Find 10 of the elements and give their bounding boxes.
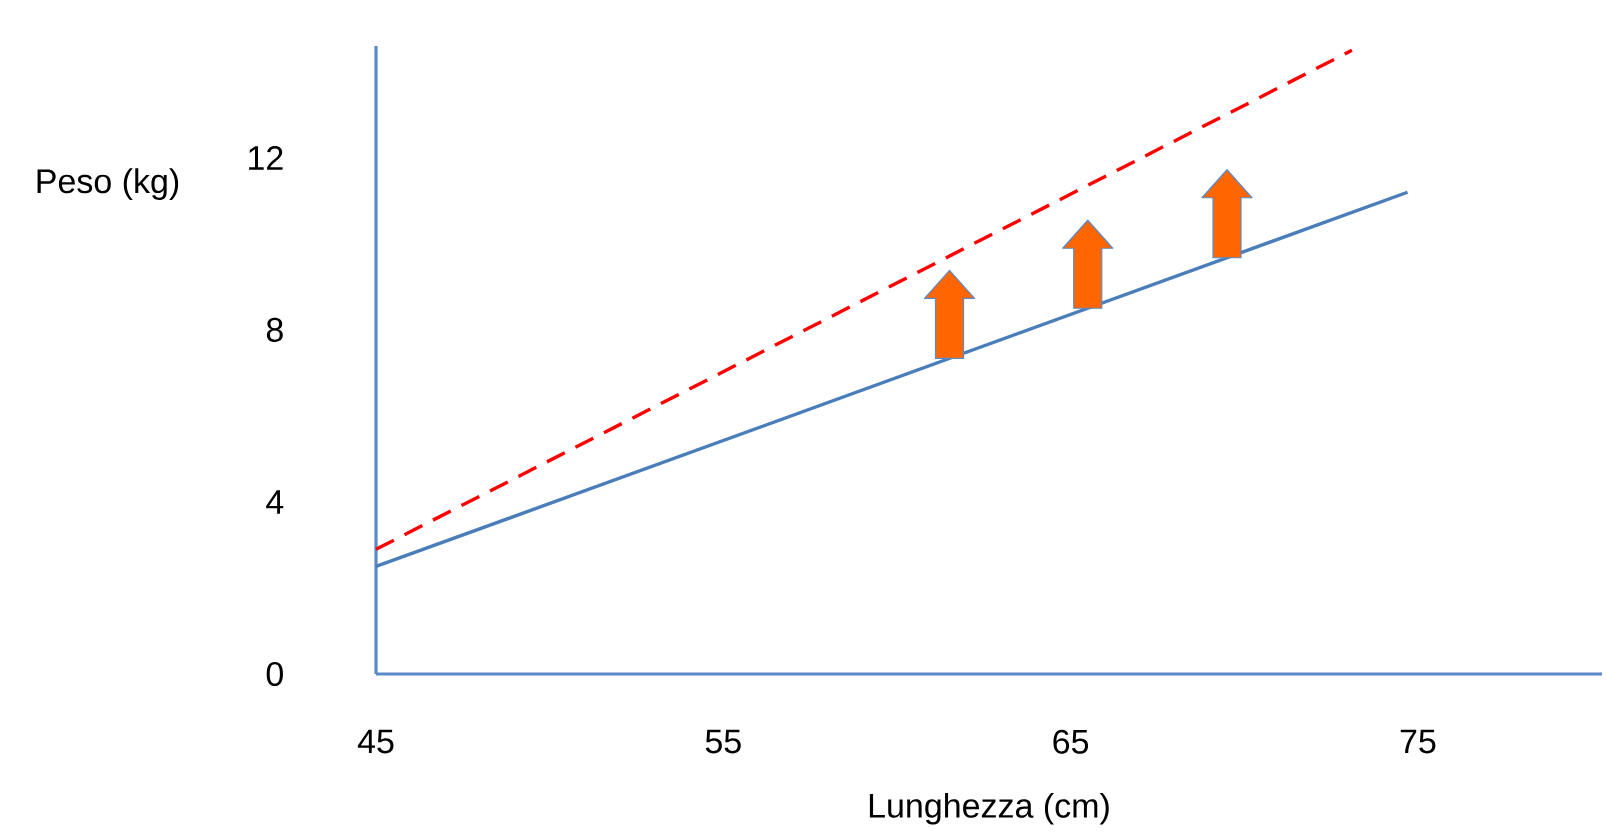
x-tick-label: 55: [705, 729, 741, 754]
x-tick-label: 75: [1400, 729, 1436, 754]
y-tick-label: 4: [266, 490, 284, 514]
y-tick-label: 12: [249, 146, 283, 170]
y-axis-title: Peso (kg): [37, 168, 179, 201]
x-tick-label: 45: [357, 729, 394, 754]
y-tick-label: 8: [266, 317, 283, 342]
x-axis-title: Lunghezza (cm): [869, 792, 1109, 825]
x-tick-label: 65: [1053, 729, 1089, 754]
y-tick-label: 0: [266, 662, 283, 687]
